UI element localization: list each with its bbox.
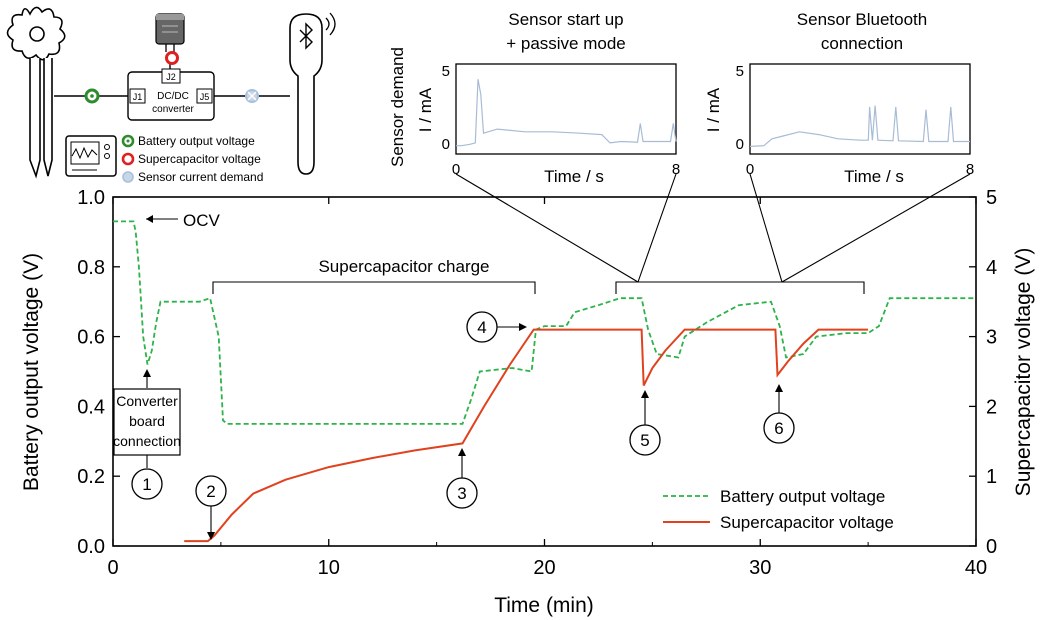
inset1-title-line2: + passive mode bbox=[506, 34, 626, 53]
y-right-tick-label: 4 bbox=[986, 257, 997, 279]
schematic-legend-supercap: Supercapacitor voltage bbox=[138, 152, 261, 166]
svg-text:4: 4 bbox=[477, 318, 486, 337]
schematic: J2 J1 J5 DC/DC converter Battery output … bbox=[6, 6, 336, 184]
inset1-ylabel: I / mA bbox=[416, 87, 435, 132]
y-left-tick-label: 0.6 bbox=[77, 327, 105, 349]
y-right-tick-label: 2 bbox=[986, 396, 997, 418]
inset-outer-ylabel: Sensor demand bbox=[388, 47, 407, 167]
connection-bracket bbox=[615, 281, 865, 294]
y-right-tick-label: 0 bbox=[986, 536, 997, 558]
svg-text:6: 6 bbox=[774, 419, 783, 438]
marker-2: 2 bbox=[195, 475, 227, 540]
y-right-tick-label: 1 bbox=[986, 466, 997, 488]
inset1-ytick-5: 5 bbox=[442, 63, 450, 80]
inset2-ytick-5: 5 bbox=[736, 63, 744, 80]
flower-probe-icon bbox=[6, 6, 66, 179]
legend-battery-label: Battery output voltage bbox=[720, 487, 885, 506]
inset1-current-trace bbox=[456, 79, 677, 147]
converter-connection-box bbox=[113, 388, 181, 456]
y-left-tick-label: 0.4 bbox=[77, 396, 105, 418]
y-left-tick-label: 0.8 bbox=[77, 257, 105, 279]
converter-box-line2: board bbox=[129, 413, 165, 429]
inset2-xtick-8: 8 bbox=[966, 161, 974, 178]
legend-supercap-label: Supercapacitor voltage bbox=[720, 513, 894, 532]
inset2-title-line1: Sensor Bluetooth bbox=[797, 10, 927, 29]
inset2-title-line2: connection bbox=[821, 34, 903, 53]
schematic-legend-current: Sensor current demand bbox=[138, 170, 263, 184]
inset2-ylabel: I / mA bbox=[704, 87, 723, 132]
pin-j2-label: J2 bbox=[166, 72, 176, 82]
y-left-tick-label: 0.2 bbox=[77, 466, 105, 488]
pin-j5-label: J5 bbox=[200, 92, 210, 102]
inset1-frame bbox=[455, 63, 677, 155]
inset2-xtick-0: 0 bbox=[746, 161, 754, 178]
y-left-tick-label: 0.0 bbox=[77, 536, 105, 558]
supercap-charge-bracket bbox=[212, 281, 536, 294]
y-left-tick-label: 1.0 bbox=[77, 187, 105, 209]
main-plot: 0 10 20 30 40 0.0 0.2 0.4 0.6 0.8 1.0 0 1 2 3 4 5 Time… bbox=[20, 187, 1035, 617]
x-tick-label: 30 bbox=[749, 557, 771, 579]
bluetooth-sensor-icon bbox=[289, 12, 336, 175]
x-tick-label: 20 bbox=[533, 557, 555, 579]
inset-startup: Sensor start up + passive mode 5 0 0 8 T… bbox=[416, 10, 680, 186]
x-tick-label: 40 bbox=[965, 557, 987, 579]
converter-box-line1: Converter bbox=[116, 393, 178, 409]
marker-3: 3 bbox=[446, 448, 478, 509]
inset2-current-trace bbox=[749, 105, 970, 147]
inset1-xlabel: Time / s bbox=[544, 167, 604, 186]
chart-legend: Battery output voltage Supercapacitor vo… bbox=[663, 487, 894, 532]
schematic-legend-battery: Battery output voltage bbox=[138, 134, 255, 148]
inset-connector-lines bbox=[455, 173, 971, 283]
y-right-tick-label: 3 bbox=[986, 327, 997, 349]
converter-label-line2: converter bbox=[152, 104, 194, 115]
inset1-ytick-0: 0 bbox=[442, 136, 450, 153]
supercap-charge-label: Supercapacitor charge bbox=[318, 257, 489, 276]
inset2-frame bbox=[749, 63, 971, 155]
marker-1: 1 bbox=[131, 468, 163, 500]
inset-bluetooth: Sensor Bluetooth connection 5 0 0 8 Time… bbox=[704, 10, 974, 186]
x-axis-label: Time (min) bbox=[494, 594, 594, 617]
marker-5: 5 bbox=[629, 390, 661, 456]
oscilloscope-icon bbox=[65, 135, 117, 177]
y-right-tick-label: 5 bbox=[986, 187, 997, 209]
inset1-title-line1: Sensor start up bbox=[508, 10, 623, 29]
converter-box-line3: connection bbox=[113, 433, 181, 449]
supercapacitor-icon bbox=[155, 13, 185, 65]
y-axis-right-label: Supercapacitor voltage (V) bbox=[1012, 248, 1035, 497]
svg-text:1: 1 bbox=[142, 475, 151, 494]
svg-text:5: 5 bbox=[640, 431, 649, 450]
inset2-xlabel: Time / s bbox=[844, 167, 904, 186]
marker-6: 6 bbox=[763, 384, 795, 444]
converter-label-line1: DC/DC bbox=[157, 91, 189, 102]
pin-j1-label: J1 bbox=[133, 92, 143, 102]
inset2-ytick-0: 0 bbox=[736, 136, 744, 153]
svg-text:2: 2 bbox=[206, 482, 215, 501]
ocv-label: OCV bbox=[183, 211, 221, 230]
battery-output-voltage-line bbox=[113, 220, 976, 425]
inset1-xtick-0: 0 bbox=[452, 161, 460, 178]
marker-4: 4 bbox=[466, 311, 527, 343]
y-axis-left-label: Battery output voltage (V) bbox=[20, 253, 43, 491]
x-tick-label: 0 bbox=[107, 557, 118, 579]
inset1-xtick-8: 8 bbox=[672, 161, 680, 178]
svg-text:3: 3 bbox=[457, 484, 466, 503]
x-tick-label: 10 bbox=[318, 557, 340, 579]
supercapacitor-voltage-line bbox=[184, 328, 869, 543]
